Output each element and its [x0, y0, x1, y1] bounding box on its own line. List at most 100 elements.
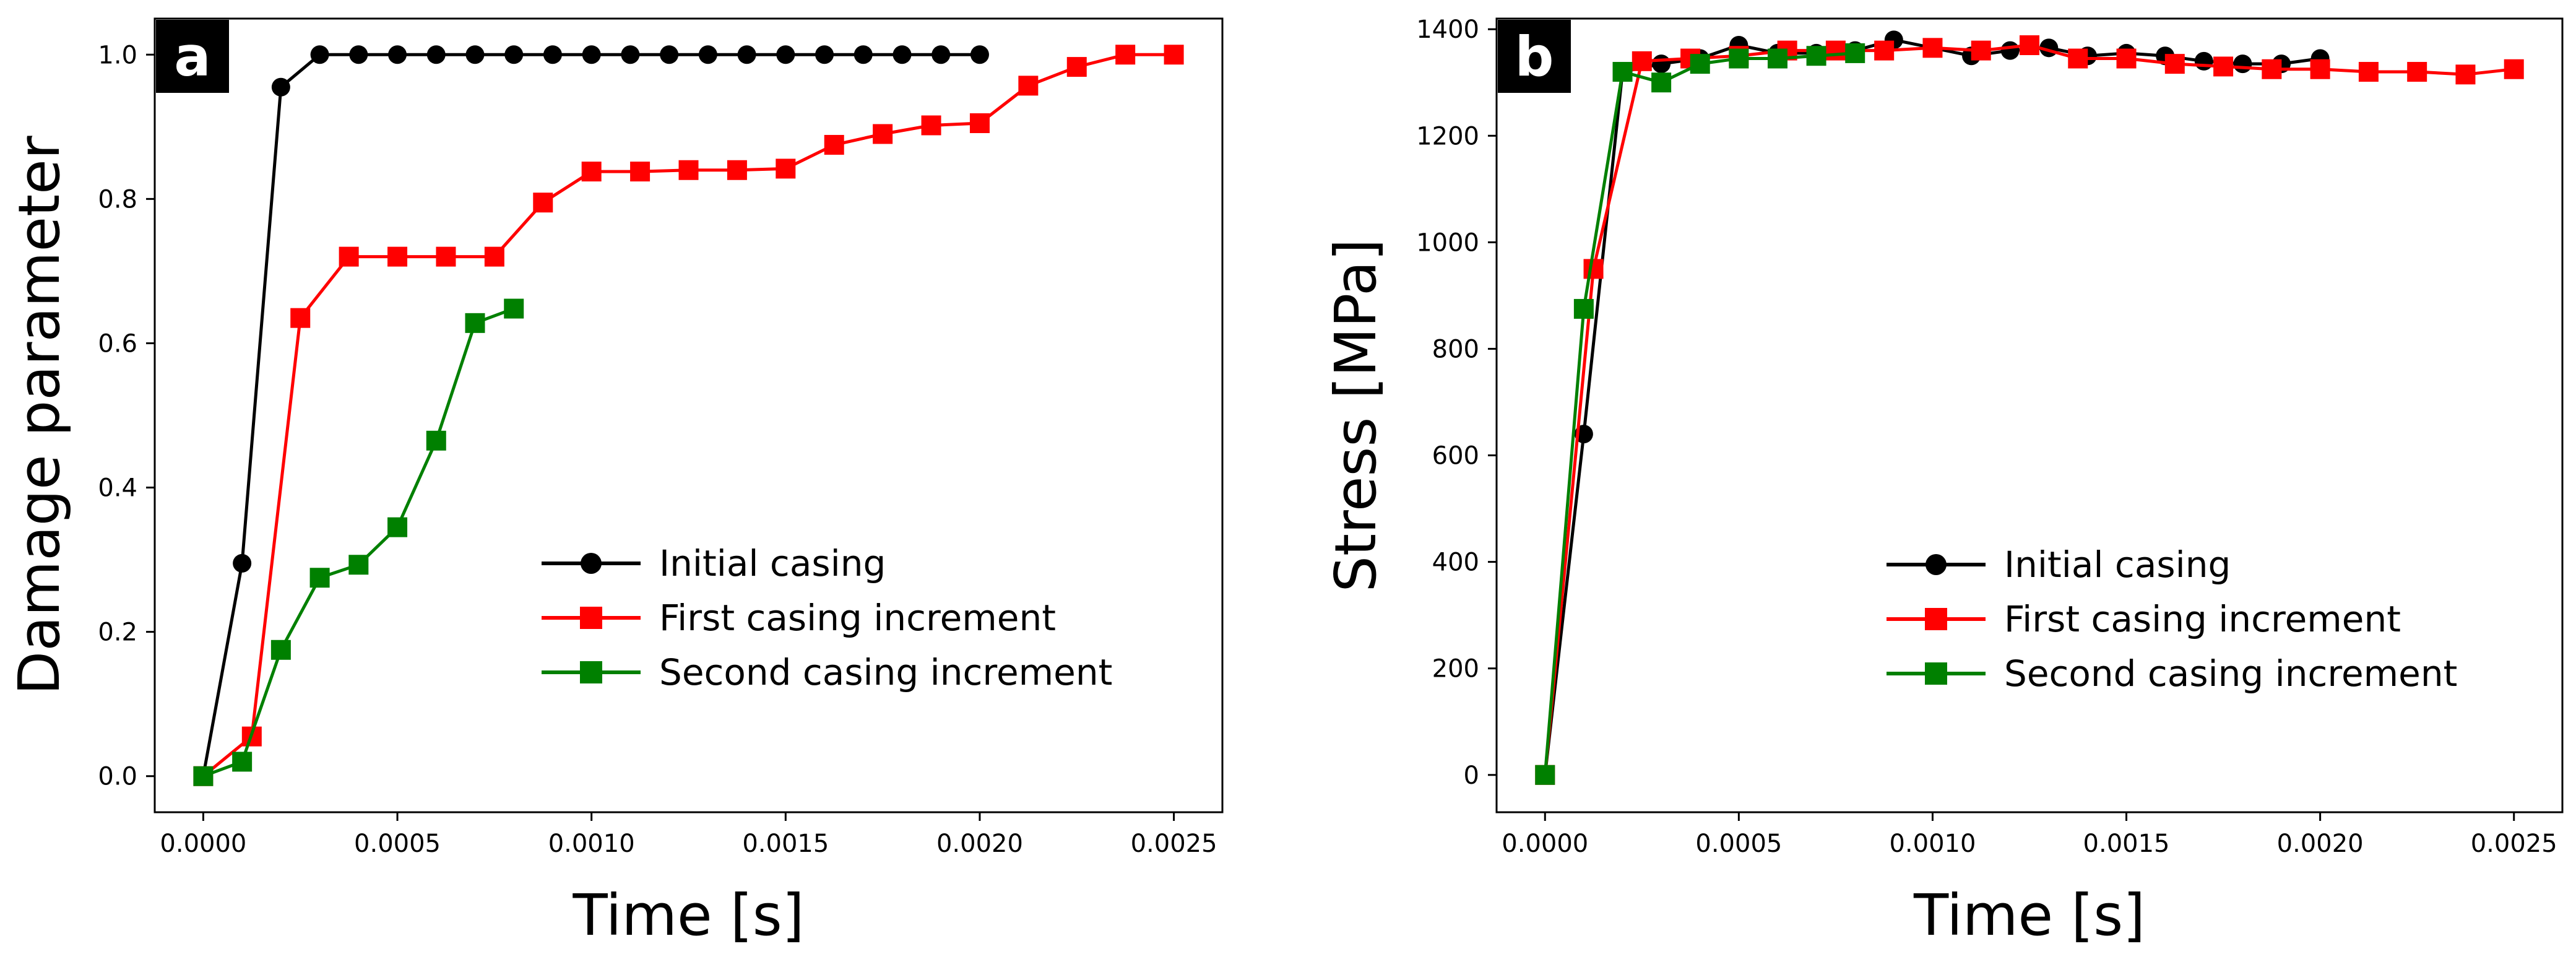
data-point — [737, 45, 756, 64]
data-point — [854, 45, 873, 64]
series-line — [202, 307, 515, 778]
data-point — [1806, 46, 1826, 66]
data-point — [2213, 56, 2234, 77]
x-tick-label: 0.0015 — [742, 830, 829, 858]
legend-label: Second casing increment — [2004, 653, 2457, 695]
y-tick-label: 0.6 — [98, 329, 137, 358]
data-point — [426, 430, 446, 451]
data-point — [271, 77, 290, 97]
x-tick-label: 0.0025 — [2471, 830, 2557, 858]
x-tick-label: 0.0000 — [1502, 830, 1588, 858]
data-point — [2116, 48, 2137, 69]
legend-label: Initial casing — [659, 542, 886, 584]
data-point — [1690, 54, 1710, 74]
data-point — [2358, 62, 2379, 82]
data-point — [1066, 57, 1087, 77]
x-tick-label: 0.0020 — [936, 830, 1023, 858]
y-tick-label: 1200 — [1416, 122, 1479, 150]
data-point — [533, 193, 553, 213]
legend-label: Second casing increment — [659, 651, 1112, 693]
data-point — [1845, 43, 1865, 63]
data-point — [2000, 41, 2020, 60]
legend-label: First casing increment — [659, 597, 1056, 639]
data-point — [1971, 40, 1991, 61]
y-tick-label: 800 — [1432, 335, 1479, 363]
data-point — [824, 134, 844, 155]
data-point — [582, 45, 601, 64]
y-tick-label: 400 — [1432, 549, 1479, 577]
y-tick-label: 0.0 — [98, 763, 137, 791]
data-point — [2164, 54, 2185, 74]
legend-marker — [1925, 608, 1947, 630]
data-point — [232, 752, 253, 772]
panel-label-badge — [1498, 20, 1571, 93]
data-point — [698, 45, 717, 64]
legend-marker — [1926, 554, 1947, 575]
data-point — [348, 555, 369, 575]
series-initial-casing — [194, 45, 989, 786]
data-point — [1115, 45, 1136, 65]
data-point — [1573, 298, 1594, 319]
data-point — [1922, 38, 1943, 58]
data-point — [504, 298, 524, 319]
data-point — [815, 45, 834, 64]
series-second-casing-increment — [193, 298, 524, 786]
panel-a: 0.0000 0.0005 0.0010 0.0015 0.0020 0.0025 0.0 0… — [6, 17, 1224, 948]
x-axis-title: Time [s] — [1913, 882, 2145, 948]
series-second-casing-increment — [1535, 43, 1865, 785]
data-point — [543, 45, 562, 64]
data-point — [2455, 64, 2476, 85]
data-point — [2262, 59, 2282, 79]
data-point — [270, 640, 291, 660]
y-tick-label: 1.0 — [98, 41, 137, 69]
legend-marker — [581, 553, 602, 574]
y-tick-label: 200 — [1432, 655, 1479, 683]
y-tick-label: 1000 — [1416, 228, 1479, 257]
data-point — [2020, 35, 2039, 56]
panel-label: a — [174, 25, 210, 89]
data-point — [233, 553, 252, 573]
plot-frame — [153, 17, 1224, 813]
data-point — [1612, 62, 1633, 82]
data-point — [1632, 51, 1652, 71]
data-point — [193, 766, 214, 786]
data-point — [621, 45, 640, 64]
x-tick-label: 0.0015 — [2083, 830, 2170, 858]
data-point — [387, 517, 408, 537]
panel-label: b — [1515, 25, 1554, 89]
y-tick-label: 600 — [1432, 442, 1479, 470]
data-point — [776, 158, 796, 179]
legend-label: First casing increment — [2004, 598, 2401, 640]
x-tick-label: 0.0000 — [160, 830, 246, 858]
x-axis-title: Time [s] — [572, 882, 804, 948]
data-point — [1164, 45, 1184, 65]
y-tick-label: 0.4 — [98, 474, 137, 503]
x-tick-label: 0.0025 — [1131, 830, 1217, 858]
data-point — [873, 124, 893, 144]
data-point — [660, 45, 679, 64]
y-axis-title: Stress [MPa] — [1323, 239, 1389, 592]
data-point — [290, 308, 311, 328]
data-point — [2068, 48, 2088, 69]
data-point — [465, 313, 485, 333]
y-tick-label: 0.2 — [98, 618, 137, 647]
data-point — [339, 246, 359, 267]
data-point — [727, 160, 747, 180]
data-point — [2233, 54, 2252, 74]
y-axis-title: Damage parameter — [6, 136, 72, 695]
data-point — [581, 162, 602, 182]
data-point — [1651, 72, 1672, 93]
x-tick-label: 0.0020 — [2277, 830, 2364, 858]
x-tick-label: 0.0005 — [1695, 830, 1782, 858]
data-point — [504, 45, 524, 64]
legend-marker — [1925, 662, 1947, 685]
data-point — [678, 160, 699, 180]
data-point — [969, 113, 990, 133]
x-tick-label: 0.0005 — [354, 830, 441, 858]
data-point — [2504, 59, 2524, 79]
y-tick-label: 0.8 — [98, 185, 137, 214]
x-tick-label: 0.0010 — [1889, 830, 1976, 858]
legend: Initial casing First casing increment Seco… — [1887, 544, 2457, 695]
series-line — [1543, 51, 1856, 776]
panel-b: 0.0000 0.0005 0.0010 0.0015 0.0020 0.0025 0 200… — [1323, 15, 2564, 948]
